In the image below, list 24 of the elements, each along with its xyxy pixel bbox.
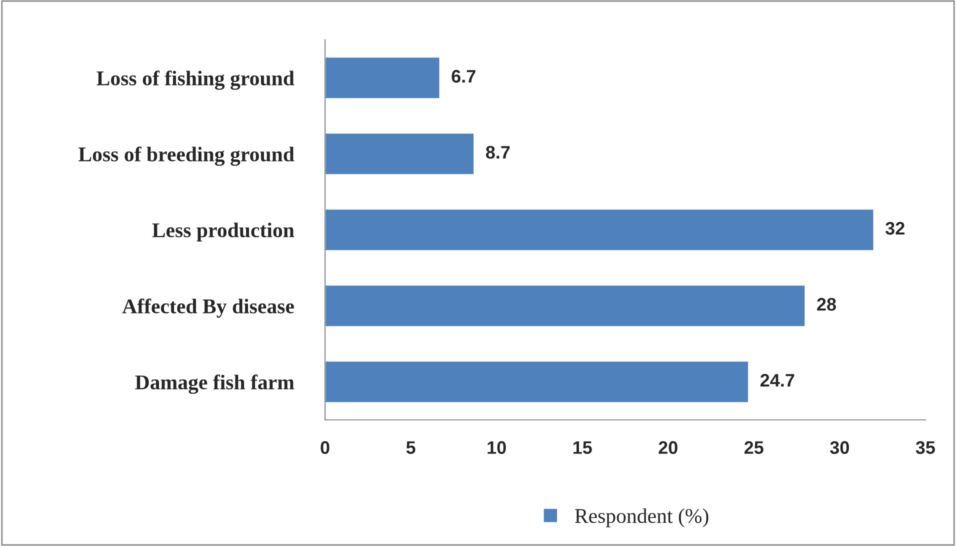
bar	[325, 56, 441, 100]
x-tick-label: 10	[488, 441, 506, 454]
x-tick-label: 30	[830, 441, 849, 454]
y-tick-label: Loss of fishing ground	[96, 70, 294, 90]
bar	[325, 132, 475, 176]
x-tick-label: 5	[406, 441, 416, 454]
x-tick-label: 35	[916, 441, 935, 454]
data-label: 32	[885, 222, 904, 235]
bar	[325, 284, 806, 328]
data-label: 6.7	[452, 70, 476, 83]
x-tick-label: 20	[658, 441, 678, 454]
data-label: 28	[817, 298, 836, 311]
y-tick-label: Affected By disease	[122, 298, 294, 318]
data-label: 8.7	[486, 146, 510, 159]
legend-label: Respondent (%)	[575, 508, 708, 528]
y-tick-label: Damage fish farm	[135, 374, 294, 394]
x-tick-label: 15	[573, 441, 592, 454]
bar	[325, 360, 750, 404]
y-tick-label: Less production	[152, 222, 294, 242]
x-tick-label: 0	[320, 441, 330, 454]
bar	[325, 208, 875, 252]
y-tick-label: Loss of breeding ground	[78, 146, 294, 166]
data-label: 24.7	[760, 374, 794, 387]
x-tick-label: 25	[744, 441, 764, 454]
